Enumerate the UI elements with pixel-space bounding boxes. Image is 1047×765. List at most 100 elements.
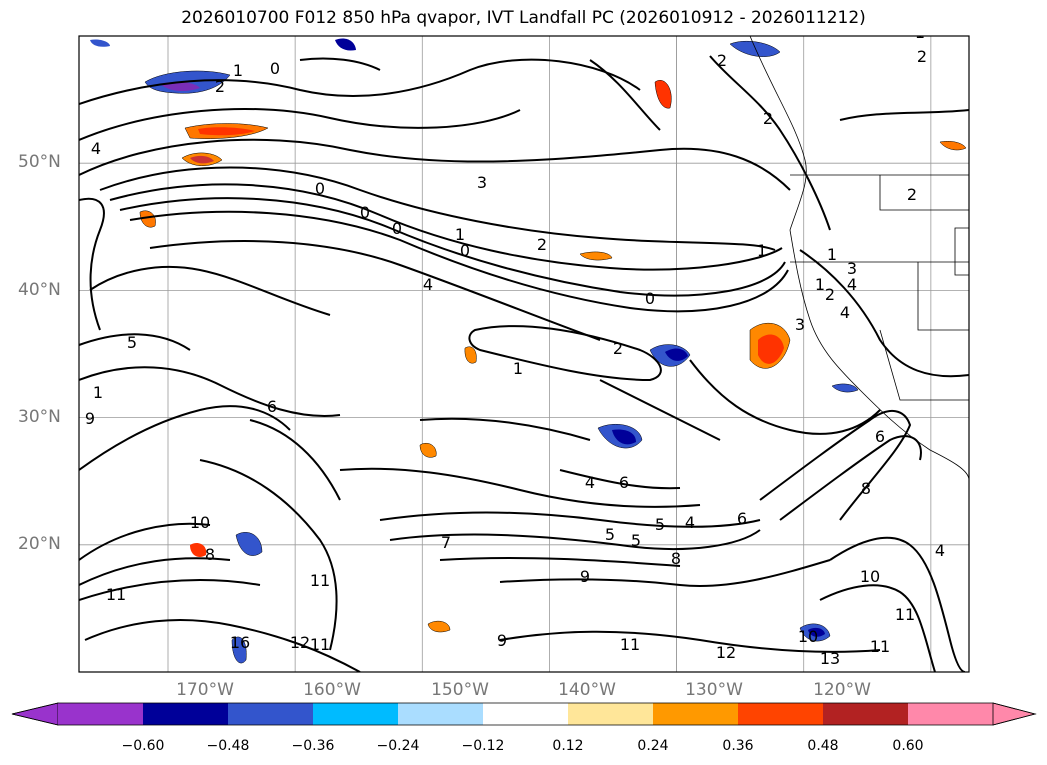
lon-label-150w: 150°W [431, 680, 489, 700]
lat-label-50n: 50°N [18, 152, 61, 172]
contour-label: 4 [685, 513, 695, 532]
contour-label: 6 [619, 473, 629, 492]
contour-label: 10 [798, 627, 818, 646]
lon-label-130w: 130°W [685, 680, 743, 700]
contour-label: 6 [267, 397, 277, 416]
contour-label: 1 [233, 61, 243, 80]
colorbar-tick-label: −0.24 [376, 738, 420, 754]
contour-label: 16 [230, 633, 250, 652]
contour-label: 4 [935, 541, 945, 560]
contour-label: 1 [827, 245, 837, 264]
colorbar-segment [568, 703, 653, 725]
colorbar-segment [908, 703, 993, 725]
colorbar-segment [653, 703, 738, 725]
contour-label: 11 [895, 605, 915, 624]
contour-label: 3 [795, 315, 805, 334]
colorbar-tick-label: 0.60 [892, 738, 924, 754]
qvapor-anomaly-fill [90, 38, 967, 664]
colorbar-tick-label: −0.48 [206, 738, 250, 754]
plot-area [79, 36, 969, 672]
contour-label: 0 [270, 59, 280, 78]
contour-label: 11 [870, 637, 890, 656]
contour-label: 0 [645, 289, 655, 308]
contour-label: 9 [580, 567, 590, 586]
contour-label: 8 [671, 549, 681, 568]
colorbar-segment [58, 703, 143, 725]
contour-label: 1 [757, 241, 767, 260]
contour-label: 2 [613, 339, 623, 358]
lon-label-170w: 170°W [176, 680, 234, 700]
contour-label: 12 [290, 633, 310, 652]
lon-label-160w: 160°W [303, 680, 361, 700]
lat-label-20n: 20°N [18, 534, 61, 554]
contour-label: 5 [127, 333, 137, 352]
lat-label-40n: 40°N [18, 280, 61, 300]
colorbar-segment [823, 703, 908, 725]
contour-label: 4 [840, 303, 850, 322]
contour-label: 11 [106, 585, 126, 604]
graticule [79, 36, 969, 672]
contour-label: 3 [847, 259, 857, 278]
colorbar-tick-label: 0.12 [552, 738, 584, 754]
colorbar-tick-label: −0.36 [291, 738, 335, 754]
lon-label-140w: 140°W [558, 680, 616, 700]
colorbar-tick-label: 0.24 [637, 738, 669, 754]
colorbar-segment [738, 703, 823, 725]
contour-label: 2 [215, 77, 225, 96]
plot-frame [78, 35, 970, 673]
colorbar-tick-label: 0.48 [807, 738, 839, 754]
ivt-contours [79, 55, 969, 672]
lon-label-120w: 120°W [813, 680, 871, 700]
colorbar-tick-label: −0.12 [461, 738, 505, 754]
contour-label: 4 [585, 473, 595, 492]
colorbar-segment [483, 703, 568, 725]
lat-label-30n: 30°N [18, 407, 61, 427]
contour-label: 2 [917, 47, 927, 66]
contour-label: 0 [360, 203, 370, 222]
contour-label: 4 [423, 275, 433, 294]
contour-label: 6 [875, 427, 885, 446]
coastlines [749, 36, 969, 481]
contour-label: 9 [85, 409, 95, 428]
contour-label: 8 [861, 479, 871, 498]
contour-label: 1 [455, 225, 465, 244]
contour-label: 11 [310, 571, 330, 590]
contour-label: 2 [907, 185, 917, 204]
contour-label: 10 [860, 567, 880, 586]
colorbar-extend-high [992, 702, 1037, 726]
contour-label: 7 [441, 533, 451, 552]
contour-label: 13 [820, 649, 840, 668]
contour-label: 8 [205, 545, 215, 564]
colorbar-segment [398, 703, 483, 725]
contour-label: 1 [915, 23, 925, 42]
contour-label: 0 [315, 179, 325, 198]
colorbar-extend-low [11, 702, 59, 726]
contour-label: 1 [93, 383, 103, 402]
contour-label: 0 [460, 241, 470, 260]
contour-label: 2 [537, 235, 547, 254]
contour-label: 4 [847, 275, 857, 294]
contour-label: 11 [620, 635, 640, 654]
contour-label: 1 [513, 359, 523, 378]
colorbar-segment [143, 703, 228, 725]
contour-label: 10 [190, 513, 210, 532]
contour-label: 5 [631, 531, 641, 550]
contour-label: 5 [655, 515, 665, 534]
contour-label: 12 [716, 643, 736, 662]
figure-title: 2026010700 F012 850 hPa qvapor, IVT Land… [181, 8, 866, 28]
contour-label: 3 [477, 173, 487, 192]
contour-label: 9 [497, 631, 507, 650]
colorbar-tick-label: 0.36 [722, 738, 754, 754]
contour-label: 2 [825, 285, 835, 304]
contour-label: 4 [91, 139, 101, 158]
contour-label: 0 [392, 219, 402, 238]
colorbar-segment [313, 703, 398, 725]
contour-label: 5 [605, 525, 615, 544]
colorbar-tick-label: −0.60 [121, 738, 165, 754]
contour-label: 11 [310, 635, 330, 654]
colorbar [11, 702, 1037, 726]
contour-label: 2 [763, 109, 773, 128]
colorbar-segment [228, 703, 313, 725]
